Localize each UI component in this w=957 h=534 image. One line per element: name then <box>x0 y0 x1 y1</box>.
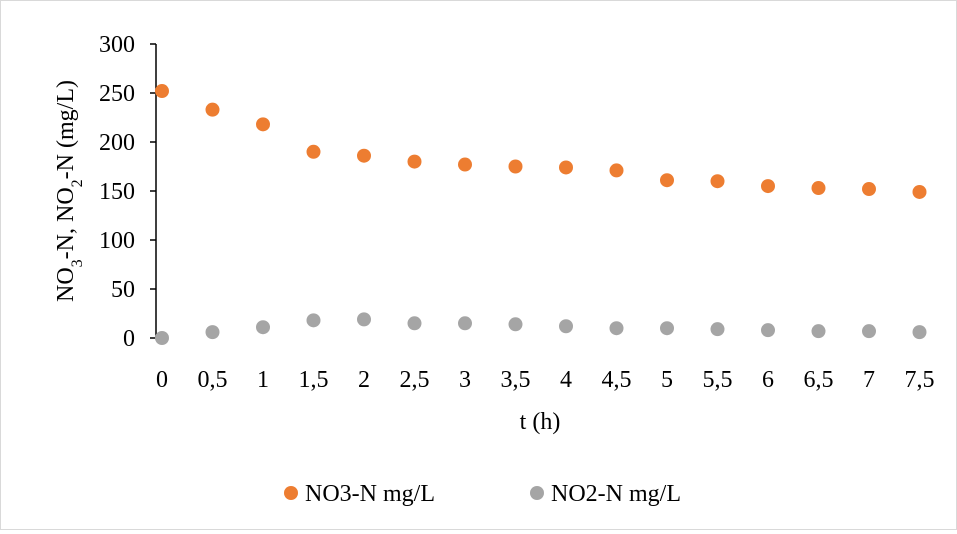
data-point-no3 <box>912 184 927 199</box>
legend: NO3-N mg/L NO2-N mg/L <box>284 481 681 507</box>
data-point-no2 <box>761 323 775 338</box>
legend-marker <box>530 486 544 500</box>
x-tick-label: 3 <box>459 367 471 393</box>
data-point-no2 <box>609 321 624 336</box>
legend-label: NO2-N mg/L <box>551 481 681 507</box>
x-tick-label: 1,5 <box>299 367 329 393</box>
y-tick-label: 250 <box>99 81 135 107</box>
x-tick-label: 7,5 <box>905 367 935 393</box>
data-point-no2 <box>508 317 523 332</box>
data-point-no3 <box>306 144 321 159</box>
data-point-no2 <box>256 320 270 335</box>
data-point-no3 <box>609 163 624 178</box>
x-tick-label: 4 <box>560 367 572 393</box>
x-tick-label: 3,5 <box>501 367 531 393</box>
data-point-no2 <box>306 313 321 328</box>
x-tick-label: 6 <box>762 367 774 393</box>
y-tick-label: 50 <box>111 277 135 303</box>
y-tick-label: 100 <box>99 228 135 254</box>
data-point-no3 <box>811 181 826 196</box>
data-point-no2 <box>811 324 826 339</box>
x-tick-label: 1 <box>257 367 269 393</box>
legend-label: NO3-N mg/L <box>305 481 435 507</box>
data-points <box>155 84 927 345</box>
y-tick-label: 300 <box>99 32 135 58</box>
data-point-no3 <box>357 148 371 163</box>
data-point-no2 <box>357 312 371 327</box>
data-point-no2 <box>912 325 927 340</box>
data-point-no3 <box>761 179 775 194</box>
x-tick-label: 5,5 <box>703 367 733 393</box>
y-tick-label: 0 <box>123 326 135 352</box>
x-tick-label: 0 <box>156 367 168 393</box>
x-tick-label: 6,5 <box>804 367 834 393</box>
data-point-no3 <box>559 160 573 175</box>
y-tick-label: 150 <box>99 179 135 205</box>
y-tick-label: 200 <box>99 130 135 156</box>
data-point-no3 <box>256 117 270 132</box>
data-point-no3 <box>710 174 725 189</box>
x-tick-label: 5 <box>661 367 673 393</box>
data-point-no2 <box>155 331 169 345</box>
x-axis-title: t (h) <box>520 409 561 435</box>
data-point-no2 <box>660 321 674 336</box>
y-axis-title: NO3-N, NO2-N (mg/L) <box>53 80 86 302</box>
data-point-no2 <box>862 324 876 339</box>
data-point-no3 <box>660 173 674 188</box>
data-point-no2 <box>710 322 725 337</box>
x-tick-label: 2 <box>358 367 370 393</box>
data-point-no3 <box>458 157 472 172</box>
data-point-no3 <box>862 182 876 197</box>
x-tick-label: 7 <box>863 367 875 393</box>
data-point-no2 <box>559 319 573 334</box>
x-tick-labels: 0 0,5 1 1,5 2 2,5 3 3,5 4 4,5 5 5,5 6 6,5 7 7,5 <box>156 367 935 393</box>
x-tick-label: 2,5 <box>400 367 430 393</box>
data-point-no3 <box>508 159 523 174</box>
data-point-no2 <box>458 316 472 331</box>
data-point-no2 <box>205 325 220 340</box>
data-point-no3 <box>407 154 422 169</box>
x-tick-label: 4,5 <box>602 367 632 393</box>
x-tick-label: 0,5 <box>198 367 228 393</box>
data-point-no2 <box>407 316 422 331</box>
data-point-no3 <box>205 102 220 117</box>
data-point-no3 <box>155 84 169 99</box>
legend-marker <box>284 486 298 500</box>
y-tick-labels: 0 50 100 150 200 250 300 <box>99 32 156 352</box>
